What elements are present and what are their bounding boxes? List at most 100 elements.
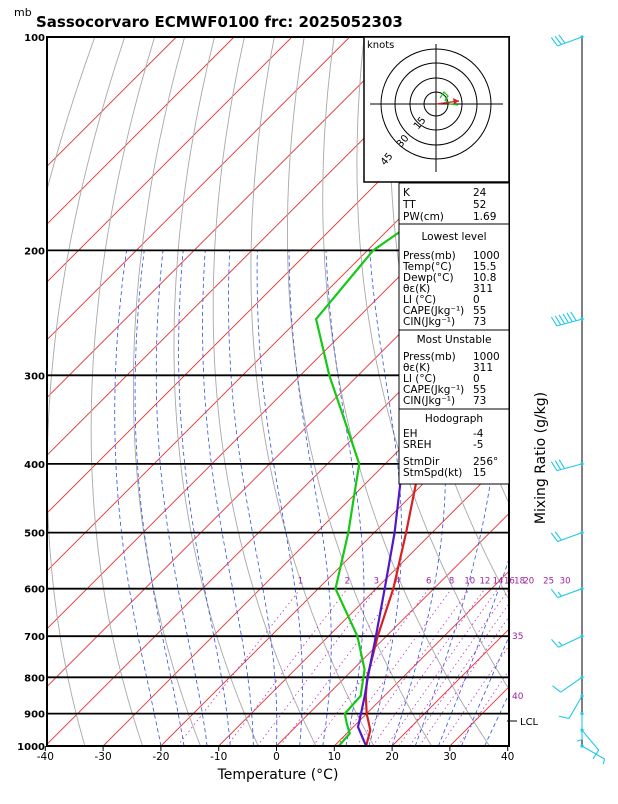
x-tick-label: 40: [501, 751, 514, 763]
index-value: 15: [473, 467, 486, 479]
wind-barb-flag: [553, 686, 561, 693]
index-value: 52: [473, 199, 486, 211]
wind-barb-flag: [551, 317, 557, 326]
mixing-ratio-label: 12: [479, 577, 490, 587]
x-tick-label: -40: [37, 751, 54, 763]
pressure-tick-label: 300: [24, 371, 45, 382]
mixing-ratio-label: 14: [493, 577, 504, 587]
wind-barb-dot: [580, 318, 583, 321]
wind-barb-shaft: [561, 677, 582, 692]
x-tick-label: 10: [328, 751, 341, 763]
moist-adiabat: [326, 250, 364, 746]
moist-adiabat: [135, 250, 184, 746]
moist-adiabat: [257, 250, 302, 746]
wind-barb-dot: [580, 531, 583, 534]
wind-barb-flag: [552, 639, 559, 647]
wind-barb-flag: [559, 716, 569, 718]
moist-adiabat: [369, 250, 402, 746]
pressure-tick-label: 600: [24, 585, 45, 596]
pressure-tick-label: 400: [24, 460, 45, 471]
wind-barb-flag: [559, 315, 565, 324]
index-label: StmSpd(kt): [403, 467, 462, 479]
dry-adiabat: [574, 37, 618, 746]
wind-barb-shaft: [557, 319, 582, 326]
wind-barb-flag: [567, 313, 572, 322]
mixing-ratio-label: 30: [560, 577, 571, 587]
x-tick-label: 30: [443, 751, 456, 763]
pressure-tick-label: 100: [24, 33, 45, 44]
moist-adiabat: [289, 250, 331, 746]
index-label: PW(cm): [403, 211, 444, 223]
mixing-ratio-label: 6: [426, 577, 431, 587]
pressure-tick-label: 500: [24, 529, 45, 540]
chart-title: Sassocorvaro ECMWF0100 frc: 2025052303: [36, 13, 403, 31]
mixing-ratio-line: [227, 589, 347, 746]
dry-adiabat: [544, 37, 618, 746]
x-axis-title: Temperature (°C): [217, 767, 339, 783]
wind-barb-flag: [577, 740, 582, 742]
mixing-ratio-label: 2: [345, 577, 350, 587]
index-label: CIN(Jkg⁻¹): [403, 395, 455, 407]
wind-barb-flag: [555, 461, 560, 470]
dry-adiabat: [251, 37, 374, 746]
mixing-ratio-axis-title: Mixing Ratio (g/kg): [533, 392, 549, 524]
wind-barb-dot: [580, 676, 583, 679]
index-value: 24: [473, 187, 487, 199]
hodograph: knots 15 30 45: [364, 37, 509, 182]
wind-barb-dot: [580, 635, 583, 638]
index-label: SREH: [403, 439, 432, 451]
mixing-ratio-label: 25: [543, 577, 554, 587]
mixing-ratio-line: [337, 589, 451, 746]
index-value: 73: [473, 395, 486, 407]
wind-barb-dot: [580, 729, 583, 732]
pressure-tick-label: 900: [24, 710, 45, 721]
wind-barb-flag: [559, 642, 563, 646]
background-lines: [0, 37, 618, 746]
wind-barb-dot: [580, 694, 583, 697]
mixing-ratio-label: 10: [464, 577, 475, 587]
x-tick-label: 0: [273, 751, 280, 763]
index-label: TT: [402, 199, 416, 211]
wind-barb-flag: [603, 759, 604, 764]
wind-barbs: [551, 35, 604, 764]
mixing-ratio-label: 8: [449, 577, 454, 587]
index-value: -5: [473, 439, 483, 451]
wind-barb-dot: [580, 744, 583, 747]
mixing-ratio-label: 20: [523, 577, 534, 587]
isotherm-line: [508, 37, 618, 746]
dry-adiabat: [91, 37, 155, 746]
dry-adiabat: [603, 37, 618, 746]
wind-barb-flag: [555, 316, 560, 325]
mixing-ratio-label: 3: [374, 577, 379, 587]
index-value: 1.69: [473, 211, 496, 223]
wind-barb-flag: [563, 314, 569, 323]
pressure-tick-label: 800: [24, 673, 45, 684]
mixing-ratio-label: 1: [298, 577, 303, 587]
wind-barb-dot: [580, 587, 583, 590]
wind-barb-flag: [551, 589, 557, 597]
wind-barb-flag: [558, 592, 561, 596]
moist-adiabat: [179, 250, 231, 746]
indices-panel: K 24 TT 52 PW(cm) 1.69 Lowest level Pres…: [399, 183, 509, 484]
index-label: CIN(Jkg⁻¹): [403, 316, 455, 328]
wind-barb-shaft: [558, 533, 582, 542]
pressure-tick-label: 200: [24, 246, 45, 257]
index-label: K: [403, 187, 411, 199]
wind-barb-shaft: [558, 589, 582, 598]
moist-adiabat: [203, 250, 254, 746]
dry-adiabat: [1, 37, 94, 746]
pressure-unit-label: mb: [14, 6, 32, 19]
index-value: 73: [473, 316, 486, 328]
moist-adiabat: [156, 250, 207, 746]
x-tick-label: 20: [385, 751, 398, 763]
dry-adiabat: [133, 37, 200, 746]
isotherm-line: [103, 37, 618, 746]
wind-barb-flag: [559, 460, 565, 469]
wind-barb-dot: [580, 462, 583, 465]
section-heading: Lowest level: [421, 231, 486, 243]
wind-barb-shaft: [569, 696, 582, 719]
x-tick-label: -10: [210, 751, 227, 763]
